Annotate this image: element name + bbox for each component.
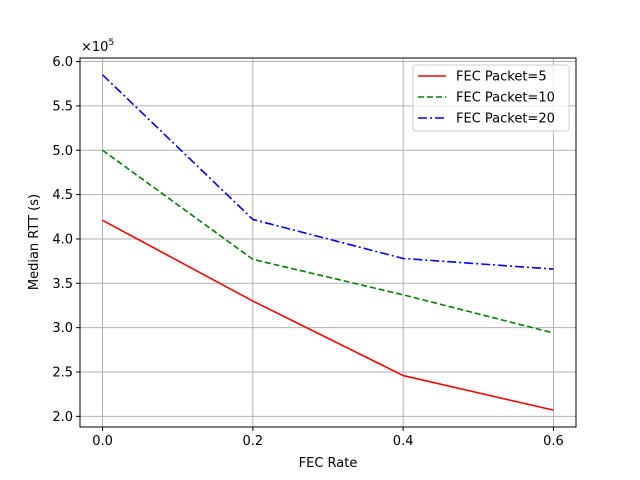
- legend-label-3: FEC Packet=20: [456, 112, 555, 127]
- grid: [80, 58, 576, 427]
- y-tick-label: 3.5: [52, 277, 73, 292]
- x-tick-label: 0.2: [243, 434, 264, 449]
- y-tick-label: 6.0: [52, 55, 73, 70]
- y-tick-label: 4.5: [52, 188, 73, 203]
- legend: FEC Packet=5 FEC Packet=10 FEC Packet=20: [412, 64, 570, 132]
- y-offset-base: ×10: [81, 40, 108, 55]
- x-tick-label: 0.4: [393, 434, 414, 449]
- legend-box: [412, 64, 570, 132]
- series-line-3: [101, 74, 554, 270]
- y-tick-label: 2.0: [52, 410, 73, 425]
- y-tick-label: 5.0: [52, 144, 73, 159]
- series-line-2: [102, 149, 554, 334]
- legend-label-1: FEC Packet=5: [456, 70, 547, 85]
- y-offset-multiplier: ×105: [81, 38, 114, 55]
- y-offset-exponent: 5: [108, 38, 114, 48]
- y-tick-label: 5.5: [52, 99, 73, 114]
- x-axis-label: FEC Rate: [299, 456, 358, 471]
- series-group: [101, 74, 554, 411]
- x-tick-label: 0.6: [543, 434, 564, 449]
- legend-label-2: FEC Packet=10: [456, 91, 555, 106]
- y-tick-label: 2.5: [52, 366, 73, 381]
- series-line-1: [102, 219, 554, 411]
- plot-frame: [79, 57, 577, 428]
- y-tick-label: 3.0: [52, 321, 73, 336]
- y-axis-label: Median RTT (s): [27, 194, 42, 290]
- y-tick-label: 4.0: [52, 232, 73, 247]
- x-tick-label: 0.0: [92, 434, 113, 449]
- y-ticks: 2.0 2.5 3.0 3.5 4.0 4.5 5.0 5.5 6.0: [52, 55, 80, 425]
- x-ticks: 0.0 0.2 0.4 0.6: [92, 427, 564, 449]
